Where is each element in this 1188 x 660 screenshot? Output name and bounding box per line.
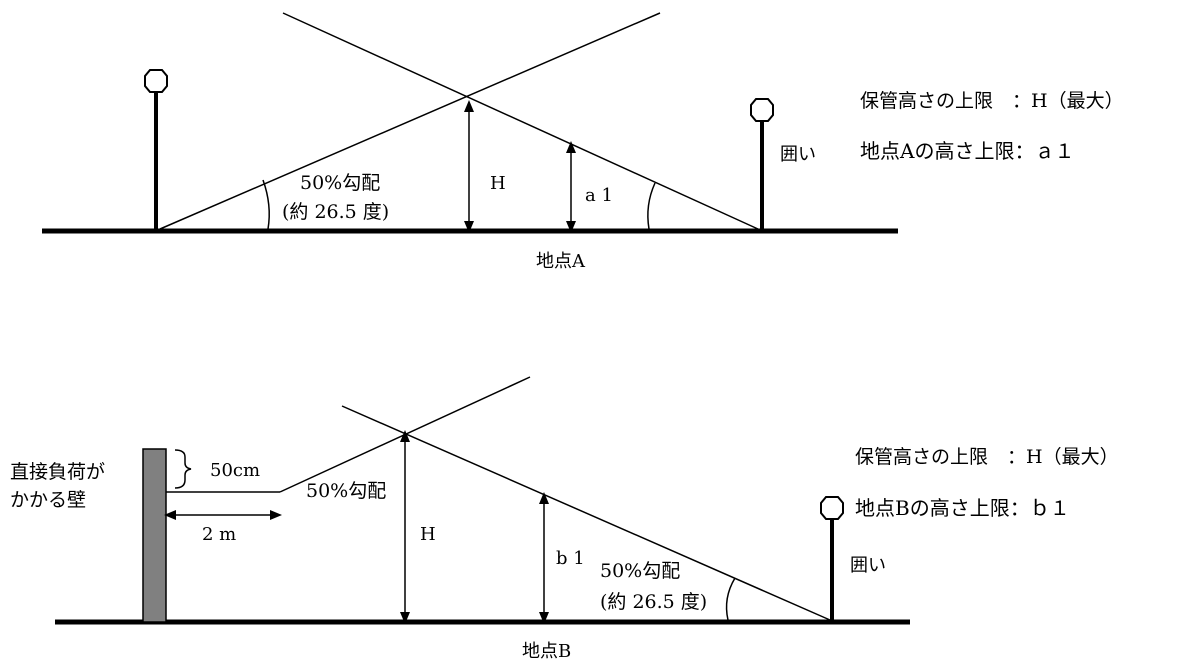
legend-a-line1: 保管高さの上限 ：H（最大） [860,90,1124,112]
point-label-b: 地点B [522,641,571,660]
fence-label-a: 囲い [780,144,816,165]
diagram-b: 直接負荷が かかる壁 50cm 2 m 50%勾配 H b 1 50%勾配 (約… [10,376,1119,660]
angle-label-a: (約 26.5 度) [282,201,389,223]
slope-label-a: 50%勾配 [300,172,380,194]
height-label-b-b1: b 1 [556,548,585,569]
fence-post-a-right [750,98,774,229]
distance-label-b: 2 m [202,524,236,545]
angle-arc-a-right [647,182,656,230]
height-label-b-h: H [420,524,436,545]
wall-b [142,448,167,623]
legend-b-line1: 保管高さの上限 ：H（最大） [855,446,1119,468]
angle-arc-a-left [262,179,270,230]
angle-arc-b [725,577,736,621]
height-label-a-a1: a 1 [585,185,613,206]
legend-b-line2: 地点Bの高さ上限：ｂ１ [855,496,1070,520]
slope-label-b-lower: 50%勾配 [600,560,680,582]
diagram-a: 50%勾配 (約 26.5 度) H a 1 地点A 囲い 保管高さの上限 ：H… [42,12,1124,272]
wall-label-line2: かかる壁 [10,489,86,511]
slope-line-a-rising [159,12,661,230]
height-label-a-h: H [490,173,506,194]
angle-label-b: (約 26.5 度) [600,591,707,613]
point-label-a: 地点A [536,251,586,272]
fence-label-b: 囲い [850,555,886,576]
slope-line-a-falling [282,12,759,230]
slope-line-b-falling [341,405,831,621]
fence-post-a-left [144,69,168,229]
offset-brace-b [174,449,192,489]
offset-label-b: 50cm [210,460,260,481]
slope-label-b-upper: 50%勾配 [306,480,386,502]
wall-label-line1: 直接負荷が [10,461,105,483]
fence-post-b-right [820,496,844,620]
legend-a-line2: 地点Aの高さ上限：ａ１ [860,139,1074,163]
